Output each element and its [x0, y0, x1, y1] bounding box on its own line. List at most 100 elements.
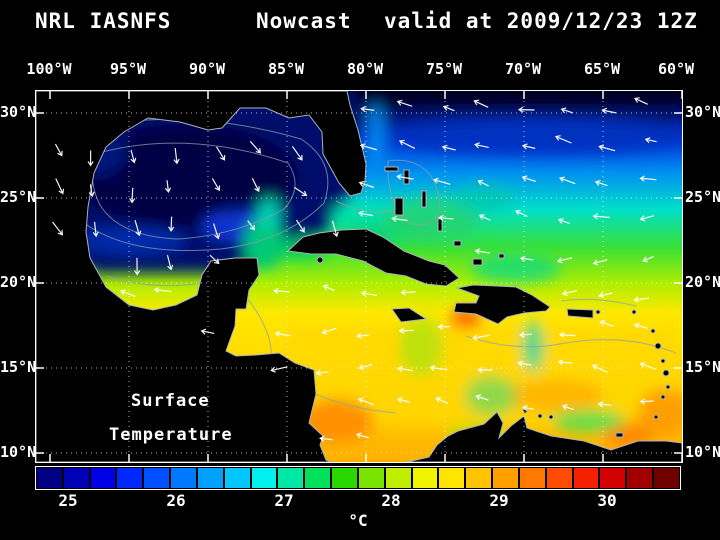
- lat-label-right-15n: 15°N: [685, 358, 720, 376]
- wind-arrow: [129, 187, 136, 204]
- wind-arrow: [601, 107, 617, 114]
- colorbar-segment: [117, 468, 143, 488]
- colorbar-segment: [627, 468, 653, 488]
- lon-label-85w: 85°W: [267, 60, 305, 78]
- island-crooked: [453, 240, 462, 247]
- island-grenada: [653, 414, 659, 420]
- wind-arrow: [478, 214, 491, 221]
- valid-time: valid at 2009/12/23 12Z: [384, 9, 698, 33]
- wind-arrow: [633, 296, 649, 303]
- axis-ticks: [36, 91, 682, 462]
- wind-arrow: [398, 327, 414, 334]
- wind-arrow: [437, 323, 451, 330]
- lat-label-left-20n: 20°N: [0, 273, 37, 291]
- wind-arrow: [356, 332, 370, 339]
- colorbar-segment: [37, 468, 62, 488]
- wind-arrow: [321, 327, 337, 335]
- temperature-colorbar: [35, 466, 681, 490]
- wind-arrow: [168, 216, 175, 232]
- colorbar-segment: [654, 468, 679, 488]
- colorbar-segment: [171, 468, 196, 488]
- wind-arrow: [322, 284, 335, 292]
- colorbar-segment: [573, 468, 599, 488]
- colorbar-tick-30: 30: [597, 491, 617, 510]
- wind-arrow: [360, 106, 375, 113]
- colorbar-segment: [332, 468, 357, 488]
- lon-label-80w: 80°W: [346, 60, 384, 78]
- wind-arrow: [315, 369, 329, 376]
- lat-label-right-30n: 30°N: [685, 103, 720, 121]
- model-name: NRL IASNFS: [35, 9, 172, 33]
- colorbar-tick-27: 27: [274, 491, 294, 510]
- wind-arrow: [477, 366, 493, 373]
- wind-arrow: [560, 107, 573, 114]
- island-long-island: [437, 218, 443, 232]
- island-andros: [394, 197, 404, 216]
- island-abaco: [403, 169, 410, 185]
- lon-label-65w: 65°W: [583, 60, 621, 78]
- lat-label-left-25n: 25°N: [0, 188, 37, 206]
- wind-arrow: [474, 142, 489, 149]
- wind-arrow: [592, 213, 610, 220]
- colorbar-segment: [546, 468, 572, 488]
- wind-arrow: [557, 359, 573, 366]
- wind-arrow: [522, 404, 535, 412]
- island-st-lucia: [665, 384, 671, 390]
- wind-arrow: [358, 363, 373, 371]
- island-st-vincent: [660, 394, 666, 400]
- wind-arrow: [87, 150, 94, 167]
- colorbar-segment: [519, 468, 545, 488]
- island-virgin: [595, 309, 601, 315]
- wind-arrow: [249, 140, 262, 154]
- lat-label-left-30n: 30°N: [0, 103, 37, 121]
- island-martinique: [662, 369, 670, 377]
- wind-arrow: [559, 176, 576, 185]
- wind-arrow: [92, 221, 99, 238]
- colorbar-segment: [63, 468, 89, 488]
- wind-arrow: [153, 287, 172, 294]
- wind-arrow: [273, 287, 290, 295]
- wind-arrow: [209, 254, 220, 265]
- colorbar-segment: [358, 468, 384, 488]
- wind-arrow: [319, 435, 333, 442]
- wind-arrow: [599, 319, 615, 328]
- wind-arrow: [558, 331, 576, 339]
- colorbar-segment: [493, 468, 518, 488]
- wind-arrow: [429, 364, 448, 372]
- lon-label-75w: 75°W: [425, 60, 463, 78]
- wind-arrow: [400, 289, 416, 296]
- sst-map: [36, 91, 682, 462]
- wind-vector-arrows: [52, 97, 657, 442]
- island-curacao: [537, 413, 543, 419]
- wind-arrow: [130, 149, 137, 164]
- island-jamaica: [391, 307, 428, 323]
- wind-arrow: [432, 177, 451, 185]
- island-puerto-rico: [566, 308, 594, 319]
- colorbar-tick-29: 29: [489, 491, 509, 510]
- wind-arrow: [360, 290, 378, 297]
- wind-arrow: [396, 173, 414, 181]
- colorbar-segment: [144, 468, 170, 488]
- wind-arrow: [592, 364, 609, 373]
- wind-arrow: [438, 214, 454, 222]
- map-annotation-surface: Surface: [131, 391, 210, 411]
- wind-arrow: [358, 210, 374, 217]
- wind-arrow: [211, 178, 221, 192]
- island-eleuthera: [421, 190, 427, 208]
- wind-arrow: [119, 289, 136, 297]
- island-dominica: [660, 358, 666, 364]
- lat-label-right-25n: 25°N: [685, 188, 720, 206]
- island-guadeloupe: [654, 342, 662, 350]
- wind-arrow: [396, 99, 413, 107]
- wind-arrow: [294, 186, 308, 196]
- wind-arrow: [331, 220, 339, 238]
- wind-arrow: [359, 143, 377, 151]
- colorbar-segment: [197, 468, 223, 488]
- lon-label-60w: 60°W: [657, 60, 695, 78]
- lat-label-left-15n: 15°N: [0, 358, 37, 376]
- wind-arrow: [477, 179, 489, 187]
- wind-arrow: [396, 397, 411, 404]
- land-north-central-america: [36, 91, 367, 462]
- wind-arrow: [295, 219, 305, 233]
- colorbar-unit: °C: [348, 511, 368, 530]
